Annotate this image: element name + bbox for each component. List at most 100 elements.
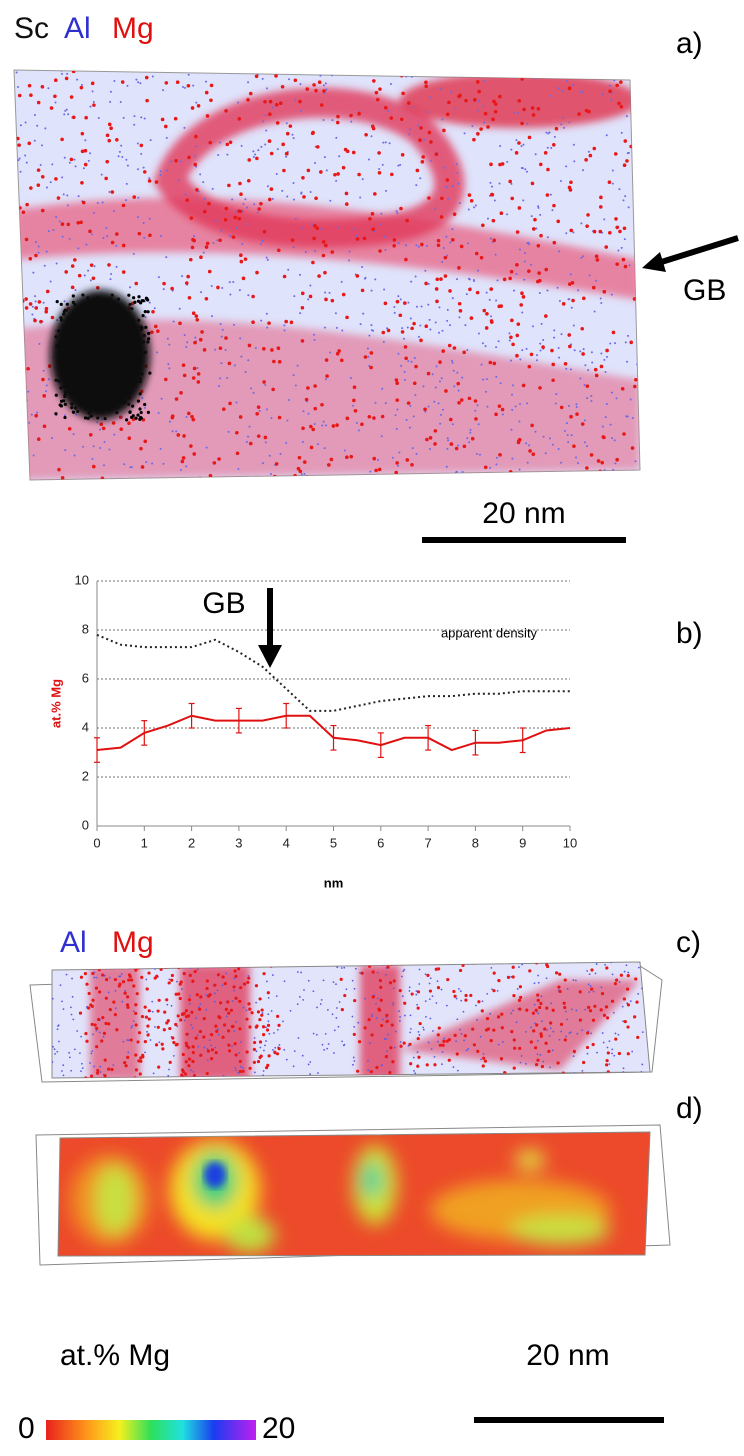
atom bbox=[456, 371, 459, 374]
atom bbox=[415, 168, 420, 173]
atom bbox=[509, 335, 513, 340]
atom bbox=[247, 974, 250, 977]
atom bbox=[185, 1044, 189, 1048]
atom bbox=[592, 990, 595, 993]
atom bbox=[605, 348, 609, 353]
atom bbox=[216, 239, 219, 242]
atom bbox=[526, 402, 529, 405]
atom bbox=[196, 366, 199, 369]
atom bbox=[109, 278, 112, 281]
atom bbox=[92, 100, 95, 103]
atom bbox=[168, 978, 171, 981]
atom bbox=[419, 177, 422, 180]
atom bbox=[184, 1060, 188, 1064]
atom bbox=[184, 193, 187, 196]
atom bbox=[205, 979, 209, 983]
atom bbox=[217, 457, 221, 461]
atom bbox=[267, 962, 271, 964]
atom bbox=[424, 324, 429, 329]
atom bbox=[143, 1005, 147, 1009]
error-bar bbox=[472, 729, 479, 756]
atom bbox=[385, 1013, 389, 1017]
atom bbox=[223, 981, 227, 986]
atom bbox=[383, 235, 386, 238]
atom bbox=[521, 963, 524, 966]
atom bbox=[403, 345, 408, 349]
atom bbox=[34, 253, 38, 258]
atom bbox=[604, 245, 609, 249]
atom bbox=[244, 370, 247, 373]
atom bbox=[335, 179, 338, 182]
atom bbox=[54, 393, 58, 397]
atom bbox=[140, 465, 145, 469]
atom bbox=[626, 1003, 631, 1007]
atom bbox=[144, 316, 147, 319]
atom bbox=[617, 1051, 621, 1056]
atom bbox=[525, 442, 528, 445]
atom bbox=[214, 348, 217, 351]
atom bbox=[286, 419, 289, 422]
atom bbox=[61, 235, 64, 238]
atom bbox=[635, 84, 638, 87]
atom bbox=[492, 99, 496, 104]
atom bbox=[475, 80, 480, 84]
atom bbox=[596, 1051, 598, 1054]
atom bbox=[108, 191, 111, 194]
atom bbox=[190, 245, 195, 250]
atom bbox=[302, 998, 305, 1001]
atom bbox=[214, 219, 217, 222]
atom bbox=[611, 330, 616, 335]
atom bbox=[22, 449, 27, 454]
atom bbox=[320, 402, 324, 407]
atom bbox=[331, 424, 336, 428]
gb-label: GB bbox=[683, 274, 726, 307]
atom bbox=[205, 986, 209, 991]
atom bbox=[324, 378, 327, 381]
atom bbox=[552, 203, 556, 208]
atom bbox=[64, 270, 69, 274]
atom bbox=[383, 301, 388, 306]
atom bbox=[399, 1015, 401, 1018]
atom bbox=[47, 364, 52, 368]
atom bbox=[107, 1022, 111, 1026]
atom bbox=[251, 320, 255, 325]
atom bbox=[71, 410, 76, 414]
atom bbox=[359, 323, 362, 326]
atom bbox=[589, 985, 592, 987]
error-bar bbox=[519, 727, 526, 754]
atom bbox=[491, 185, 494, 188]
atom bbox=[276, 148, 279, 151]
atom bbox=[585, 224, 589, 228]
atom bbox=[297, 455, 302, 460]
atom bbox=[551, 378, 555, 383]
atom bbox=[511, 975, 515, 979]
atom bbox=[392, 987, 395, 990]
atom bbox=[238, 1059, 242, 1064]
atom bbox=[615, 83, 619, 88]
atom bbox=[231, 235, 236, 239]
atom bbox=[71, 115, 76, 120]
atom bbox=[193, 162, 198, 167]
atom bbox=[177, 965, 181, 970]
atom bbox=[159, 170, 162, 173]
atom bbox=[256, 1010, 261, 1014]
atom bbox=[560, 461, 563, 464]
atom bbox=[579, 90, 582, 93]
atom bbox=[593, 367, 598, 372]
atom bbox=[160, 1077, 163, 1078]
atom bbox=[192, 452, 197, 456]
atom bbox=[258, 1018, 262, 1022]
atom bbox=[611, 437, 614, 440]
atom bbox=[94, 986, 99, 990]
atom bbox=[352, 1063, 354, 1066]
atom bbox=[381, 330, 386, 335]
atom bbox=[188, 973, 192, 977]
atom bbox=[558, 299, 561, 302]
atom bbox=[300, 227, 303, 230]
atom bbox=[491, 117, 495, 122]
atom bbox=[28, 302, 33, 306]
atom bbox=[200, 291, 203, 294]
atom bbox=[408, 128, 411, 131]
atom bbox=[91, 1050, 94, 1053]
atom bbox=[96, 202, 99, 205]
